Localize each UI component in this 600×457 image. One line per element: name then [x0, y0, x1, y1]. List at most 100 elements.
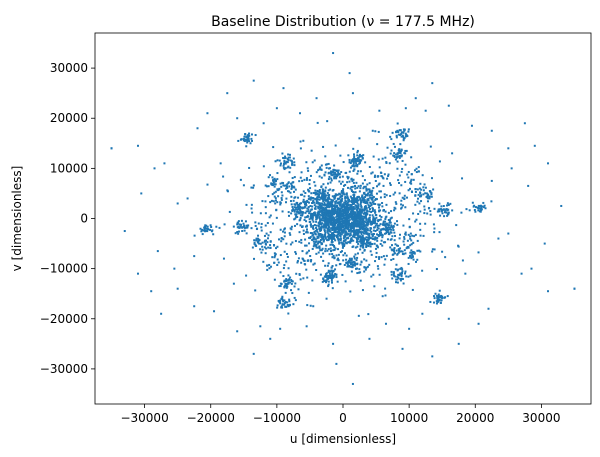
data-point — [328, 175, 331, 178]
data-point — [325, 166, 328, 169]
data-point — [371, 207, 374, 210]
data-point — [322, 194, 325, 197]
data-point — [294, 282, 297, 285]
data-point — [346, 218, 349, 221]
data-point — [419, 210, 422, 213]
data-point — [379, 231, 382, 234]
data-point — [369, 245, 372, 248]
data-point — [338, 242, 341, 245]
data-point — [329, 218, 332, 221]
data-point — [374, 218, 377, 221]
data-point — [234, 232, 237, 235]
data-point — [242, 137, 245, 140]
data-point — [320, 243, 323, 246]
data-point — [341, 180, 344, 183]
data-point — [344, 208, 347, 211]
data-point — [332, 342, 335, 345]
data-point — [312, 214, 315, 217]
data-point — [360, 154, 363, 157]
data-point — [261, 248, 264, 251]
data-point — [368, 242, 371, 245]
data-point — [318, 217, 321, 220]
data-point — [364, 161, 367, 164]
data-point — [365, 244, 368, 247]
data-point — [369, 196, 372, 199]
data-point — [309, 197, 312, 200]
data-point — [344, 219, 347, 222]
data-point — [324, 226, 327, 229]
data-point — [333, 219, 336, 222]
data-point — [427, 193, 430, 196]
data-point — [393, 231, 396, 234]
data-point — [248, 132, 251, 135]
data-point — [354, 199, 357, 202]
data-point — [360, 233, 363, 236]
data-point — [342, 237, 345, 240]
data-point — [331, 174, 334, 177]
data-point — [315, 243, 318, 246]
data-point — [400, 135, 403, 138]
data-point — [429, 145, 432, 148]
data-point — [347, 154, 350, 157]
data-point — [299, 214, 302, 217]
data-point — [286, 190, 289, 193]
data-point — [436, 296, 439, 299]
data-point — [253, 242, 256, 245]
data-point — [353, 255, 356, 258]
data-point — [339, 237, 342, 240]
data-point — [404, 107, 407, 110]
data-point — [260, 226, 263, 229]
data-point — [334, 144, 337, 147]
data-point — [378, 210, 381, 213]
data-point — [377, 234, 380, 237]
data-point — [357, 237, 360, 240]
data-point — [357, 160, 360, 163]
data-point — [356, 154, 359, 157]
data-point — [335, 170, 338, 173]
data-point — [477, 209, 480, 212]
data-point — [429, 213, 432, 216]
data-point — [281, 295, 284, 298]
data-point — [401, 134, 404, 137]
data-point — [264, 206, 267, 209]
data-point — [279, 228, 282, 231]
data-point — [447, 317, 450, 320]
y-tick-label: −10000 — [40, 262, 88, 276]
data-point — [311, 247, 314, 250]
data-point — [317, 225, 320, 228]
data-point — [252, 352, 255, 355]
data-point — [399, 233, 401, 236]
data-point — [433, 207, 436, 210]
data-point — [318, 211, 321, 214]
data-point — [319, 273, 322, 276]
data-point — [490, 129, 493, 132]
data-point — [348, 219, 351, 222]
data-point — [473, 209, 476, 211]
data-point — [333, 234, 336, 237]
data-point — [278, 187, 281, 190]
data-point — [394, 158, 397, 161]
data-point — [370, 210, 373, 213]
data-point — [245, 232, 248, 235]
data-point — [347, 176, 350, 179]
data-point — [267, 176, 270, 179]
data-point — [219, 162, 222, 165]
data-point — [395, 278, 398, 281]
data-point — [358, 155, 361, 158]
data-point — [371, 210, 374, 213]
data-point — [276, 258, 279, 261]
data-point — [423, 183, 426, 186]
data-point — [343, 212, 346, 215]
data-point — [273, 191, 276, 194]
data-point — [363, 248, 366, 251]
data-point — [332, 173, 335, 176]
data-point — [294, 252, 297, 255]
data-point — [395, 130, 398, 133]
data-point — [360, 206, 363, 209]
data-point — [293, 186, 296, 189]
data-point — [363, 207, 366, 210]
data-point — [355, 216, 358, 219]
data-point — [331, 265, 334, 268]
data-point — [294, 217, 297, 220]
data-point — [313, 181, 316, 184]
